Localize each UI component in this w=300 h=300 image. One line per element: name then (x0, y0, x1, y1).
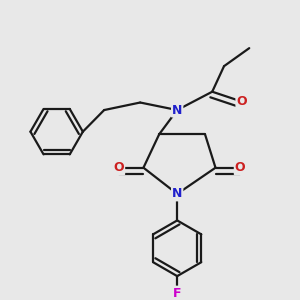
Text: N: N (172, 188, 182, 200)
Text: O: O (235, 161, 245, 174)
Text: O: O (114, 161, 124, 174)
Text: F: F (173, 286, 182, 300)
Text: N: N (172, 103, 182, 117)
Text: O: O (236, 95, 247, 108)
